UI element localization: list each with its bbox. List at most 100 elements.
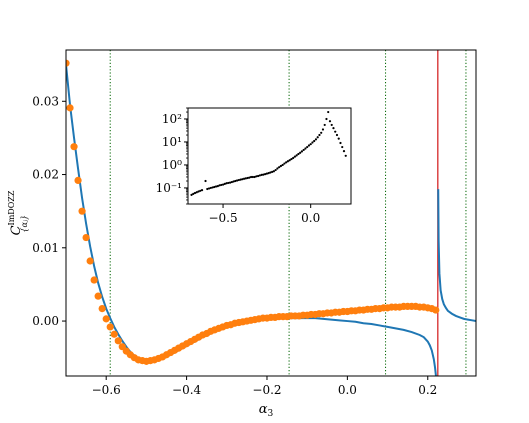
inset-point xyxy=(227,181,230,185)
inset-point xyxy=(218,184,221,187)
inset-point xyxy=(323,123,326,127)
inset-point xyxy=(339,141,342,145)
inset-point xyxy=(304,147,307,150)
inset-point xyxy=(335,133,339,137)
inset-point xyxy=(221,183,225,186)
inset-point xyxy=(211,186,214,189)
inset-point xyxy=(199,189,202,192)
inset-point xyxy=(260,173,263,176)
inset-y-tick-label: 10⁰ xyxy=(162,158,182,172)
inset-point xyxy=(234,179,237,183)
inset-point xyxy=(337,137,340,140)
inset-point xyxy=(251,175,254,179)
inset-point xyxy=(265,172,268,175)
inset-point xyxy=(193,191,197,195)
inset-point xyxy=(264,172,267,176)
y-axis-label-group: CImDOZZ {αⱼ} xyxy=(7,190,29,235)
inset-point xyxy=(295,154,298,157)
inset-point xyxy=(313,139,316,143)
x-tick-label: −0.2 xyxy=(252,383,281,397)
inset-point xyxy=(286,160,290,163)
x-tick-label: 0.2 xyxy=(418,383,437,397)
inset-point xyxy=(207,187,211,190)
inset-point xyxy=(267,172,270,175)
x-tick-label: −0.4 xyxy=(172,383,202,397)
y-tick-label: 0.02 xyxy=(32,168,59,182)
x-tick-label: 0.0 xyxy=(338,383,357,397)
inset-point xyxy=(307,144,311,147)
data-point xyxy=(70,143,78,151)
inset-point xyxy=(297,152,300,156)
inset-point xyxy=(344,154,347,157)
plot-frame xyxy=(65,49,477,377)
y-tick-label: 0.01 xyxy=(32,241,59,255)
inset-x-tick-label: 0.0 xyxy=(301,211,320,225)
inset-point xyxy=(248,176,251,179)
inset-point xyxy=(197,190,200,193)
inset-point xyxy=(316,136,319,139)
inset-point xyxy=(342,150,346,153)
inset-point xyxy=(332,127,335,130)
inset-point xyxy=(257,174,260,178)
y-tick-label: 0.00 xyxy=(32,314,59,328)
data-point xyxy=(94,292,102,300)
y-tick-label: 0.03 xyxy=(32,94,59,108)
inset-point xyxy=(225,182,228,185)
y-axis-label: CImDOZZ {αⱼ} xyxy=(7,190,29,235)
data-point xyxy=(106,323,114,331)
inset-y-tick-label: 10¹ xyxy=(162,135,182,149)
data-point xyxy=(66,104,74,112)
inset-point xyxy=(241,178,244,181)
inset-point xyxy=(192,192,195,196)
main-plot-layer xyxy=(66,50,476,376)
inset-point xyxy=(244,177,247,180)
inset-point xyxy=(223,182,226,185)
inset-point xyxy=(255,175,258,178)
data-point xyxy=(90,276,98,284)
inset-point xyxy=(293,155,297,158)
inset-point xyxy=(249,175,253,179)
data-point xyxy=(102,315,110,323)
plot-area xyxy=(66,50,476,376)
inset-point xyxy=(235,179,239,182)
inset-point xyxy=(290,157,293,161)
inset-point xyxy=(209,186,212,190)
inset-point xyxy=(318,133,321,137)
inset-point xyxy=(283,162,286,165)
inset-point xyxy=(239,178,242,181)
x-tick-label: −0.6 xyxy=(92,383,121,397)
inset-point xyxy=(216,185,219,188)
inset-point xyxy=(230,180,233,184)
inset-plot-layer xyxy=(190,110,347,196)
inset-point xyxy=(300,150,304,153)
inset-point xyxy=(258,174,261,177)
y-axis-label-superscript: ImDOZZ xyxy=(7,190,16,225)
inset-point xyxy=(278,166,281,169)
inset-point xyxy=(328,120,332,123)
x-axis-label: α3 xyxy=(259,402,274,419)
inset-point xyxy=(288,159,291,162)
inset-point xyxy=(253,175,256,179)
inset-point xyxy=(271,170,274,173)
inset-point xyxy=(327,110,330,114)
inset-point xyxy=(206,187,209,191)
inset-point xyxy=(281,163,284,167)
inset-point xyxy=(285,161,288,164)
inset-point xyxy=(228,181,232,184)
inset-point xyxy=(334,130,337,133)
data-point xyxy=(74,176,82,184)
inset-x-tick-label: −0.5 xyxy=(208,211,237,225)
inset-point xyxy=(214,185,218,188)
main-axes: −0.6 −0.4 −0.2 0.0 0.2 0.00 0.01 0.02 0.03 xyxy=(32,94,437,397)
inset-plot-area xyxy=(187,107,352,205)
data-point xyxy=(82,233,90,242)
inset-point xyxy=(306,145,309,149)
inset-y-tick-label: 10² xyxy=(162,112,182,126)
data-point xyxy=(86,257,94,265)
inset-point xyxy=(272,170,275,173)
inset-y-tick-label: 10⁻¹ xyxy=(156,181,182,195)
data-point xyxy=(432,306,440,314)
inset-point xyxy=(246,176,249,180)
x-axis-label-subscript: 3 xyxy=(268,409,274,419)
